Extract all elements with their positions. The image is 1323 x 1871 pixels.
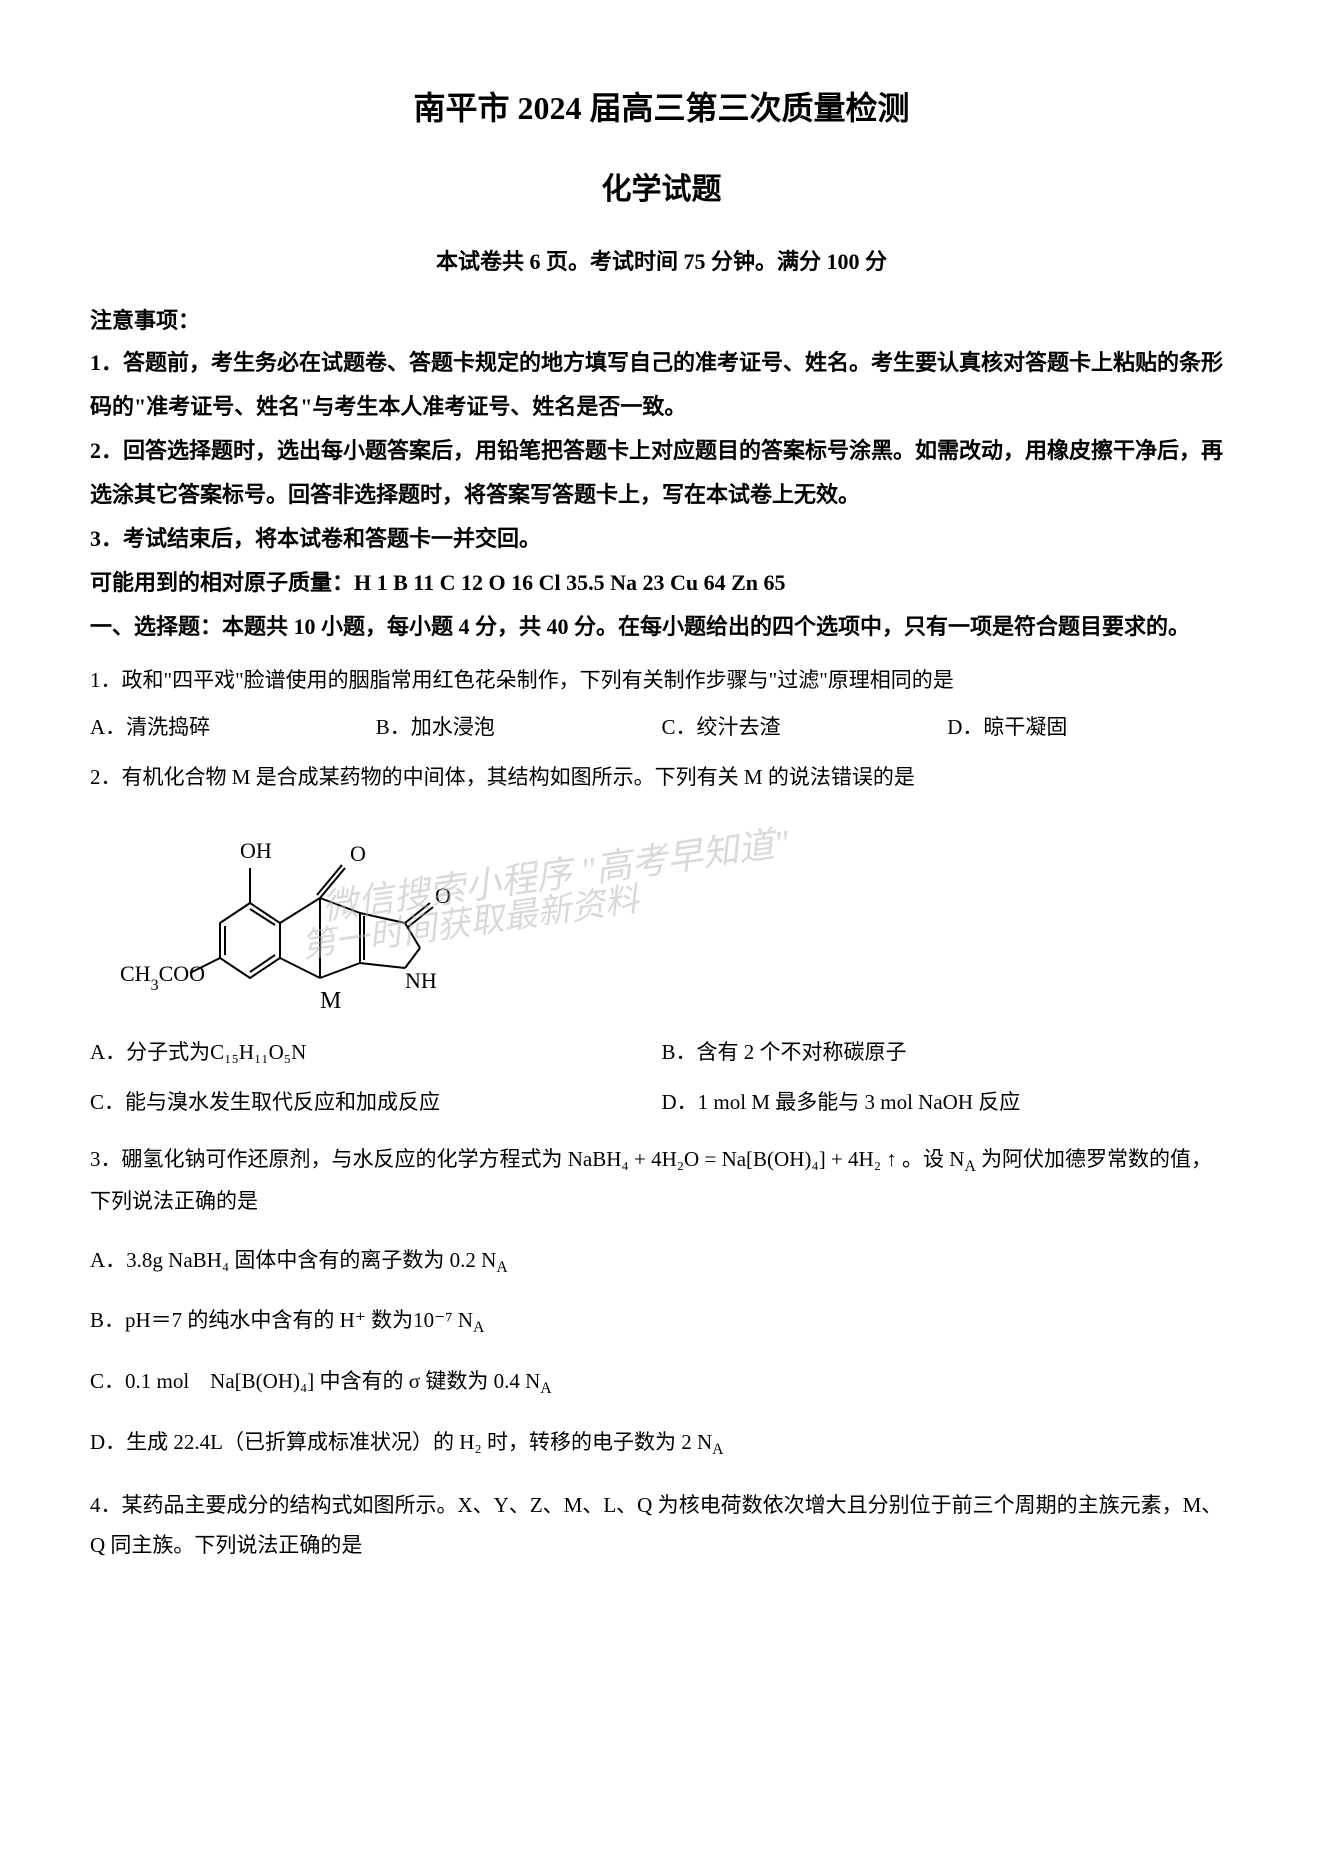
q3-opta-text: A．3.8g NaBH₄ 固体中含有的离子数为 0.2 N [90,1248,496,1272]
q2-option-d: D．1 mol M 最多能与 3 mol NaOH 反应 [662,1078,1234,1128]
q3-option-b: B．pH＝7 的纯水中含有的 H⁺ 数为10⁻⁷ NA [90,1302,1233,1343]
q1-option-b: B．加水浸泡 [376,709,662,747]
notice-1: 1．答题前，考生务必在试题卷、答题卡规定的地方填写自己的准考证号、姓名。考生要认… [90,341,1233,429]
q3-option-d: D．生成 22.4L（已折算成标准状况）的 H₂ 时，转移的电子数为 2 NA [90,1424,1233,1465]
q2-option-a: A．分子式为C₁₅H₁₁O₅N [90,1028,662,1078]
q3-optc-sub: A [540,1380,551,1397]
q3-option-a: A．3.8g NaBH₄ 固体中含有的离子数为 0.2 NA [90,1242,1233,1283]
label-m: M [320,988,341,1013]
notices-heading: 注意事项： [90,301,1233,341]
q3-optc-text: C．0.1 mol Na[B(OH)₄] 中含有的 σ 键数为 0.4 N [90,1369,540,1393]
q3-optd-text: D．生成 22.4L（已折算成标准状况）的 H₂ 时，转移的电子数为 2 N [90,1430,712,1454]
question-2-text: 2．有机化合物 M 是合成某药物的中间体，其结构如图所示。下列有关 M 的说法错… [90,758,1233,798]
notice-2: 2．回答选择题时，选出每小题答案后，用铅笔把答题卡上对应题目的答案标号涂黑。如需… [90,429,1233,517]
label-o1: O [350,841,366,866]
q1-option-a: A．清洗捣碎 [90,709,376,747]
q3-optb-sub: A [473,1320,484,1337]
molecule-structure-svg: OH O O NH CH3COO M [120,813,520,1013]
label-ch3coo: CH3COO [120,961,205,994]
label-nh: NH [405,968,437,993]
q2-option-b: B．含有 2 个不对称碳原子 [662,1028,1234,1078]
question-3-text: 3．硼氢化钠可作还原剂，与水反应的化学方程式为 NaBH₄ + 4H₂O = N… [90,1140,1233,1222]
q1-option-c: C．绞汁去渣 [662,709,948,747]
q3-optb-text: B．pH＝7 的纯水中含有的 H⁺ 数为10⁻⁷ N [90,1308,473,1332]
question-4-text: 4．某药品主要成分的结构式如图所示。X、Y、Z、M、L、Q 为核电荷数依次增大且… [90,1486,1233,1566]
exam-info: 本试卷共 6 页。考试时间 75 分钟。满分 100 分 [90,242,1233,282]
molecule-diagram-container: OH O O NH CH3COO M 微信搜索小程序 "高考早知道" 第一时间获… [120,813,1233,1013]
q3-text-part1: 3．硼氢化钠可作还原剂，与水反应的化学方程式为 NaBH₄ + 4H₂O = N… [90,1147,964,1171]
notice-3: 3．考试结束后，将本试卷和答题卡一并交回。 [90,517,1233,561]
atomic-masses: 可能用到的相对原子质量：H 1 B 11 C 12 O 16 Cl 35.5 N… [90,561,1233,605]
question-2-options: A．分子式为C₁₅H₁₁O₅N B．含有 2 个不对称碳原子 C．能与溴水发生取… [90,1028,1233,1128]
q1-option-d: D．晾干凝固 [947,709,1233,747]
label-oh: OH [240,838,272,863]
q3-optd-sub: A [712,1441,723,1458]
label-o2: O [435,883,451,908]
q3-opta-sub: A [496,1259,507,1276]
main-title: 南平市 2024 届高三第三次质量检测 [90,80,1233,138]
q3-sub-a: A [964,1158,975,1175]
question-1-text: 1．政和"四平戏"脸谱使用的胭脂常用红色花朵制作，下列有关制作步骤与"过滤"原理… [90,661,1233,701]
sub-title: 化学试题 [90,163,1233,217]
question-1-options: A．清洗捣碎 B．加水浸泡 C．绞汁去渣 D．晾干凝固 [90,709,1233,747]
q2-option-c: C．能与溴水发生取代反应和加成反应 [90,1078,662,1128]
section1-heading: 一、选择题：本题共 10 小题，每小题 4 分，共 40 分。在每小题给出的四个… [90,605,1233,649]
q3-option-c: C．0.1 mol Na[B(OH)₄] 中含有的 σ 键数为 0.4 NA [90,1363,1233,1404]
